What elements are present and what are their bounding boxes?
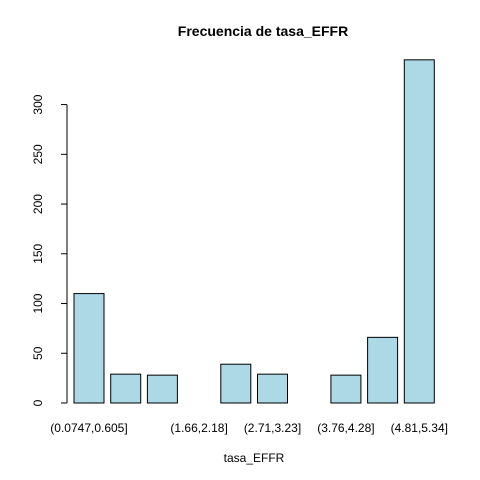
y-tick-label: 300: [31, 94, 45, 114]
x-tick-label: (0.0747,0.605]: [50, 421, 127, 435]
bar: [403, 59, 435, 404]
y-tick-label: 150: [31, 243, 45, 263]
chart-title: Frecuencia de tasa_EFFR: [178, 23, 348, 39]
x-axis-title: tasa_EFFR: [224, 451, 285, 465]
y-axis: 0 50 100 150 200 250 300: [31, 94, 68, 406]
x-tick-label: (1.66,2.18]: [170, 421, 227, 435]
bar: [367, 336, 399, 404]
y-tick-label: 200: [31, 194, 45, 214]
bar: [257, 373, 288, 404]
x-tick-label: (3.76,4.28]: [317, 421, 374, 435]
y-tick-label: 0: [31, 399, 45, 406]
bar: [73, 293, 105, 404]
y-tick-label: 100: [31, 293, 45, 313]
bar: [330, 374, 362, 404]
bar: [146, 374, 178, 404]
x-axis-labels: (0.0747,0.605] (1.66,2.18] (2.71,3.23] (3.7…: [50, 421, 448, 435]
bars: [73, 59, 435, 404]
x-tick-label: (2.71,3.23]: [244, 421, 301, 435]
y-tick-label: 50: [31, 346, 45, 360]
y-tick-label: 250: [31, 144, 45, 164]
bar: [110, 373, 142, 404]
x-tick-label: (4.81,5.34]: [391, 421, 448, 435]
bar: [220, 363, 252, 404]
